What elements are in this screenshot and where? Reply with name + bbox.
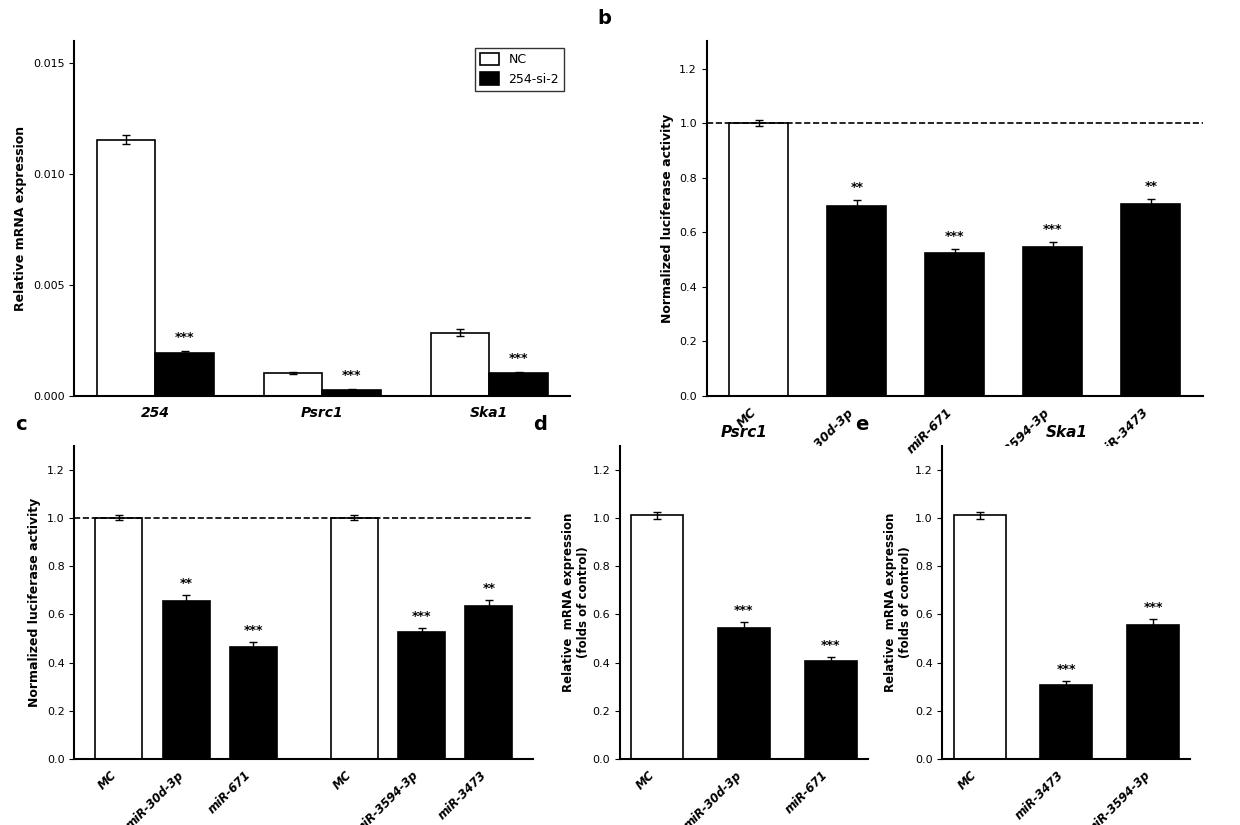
- Text: ***: ***: [342, 370, 361, 383]
- Bar: [718, 628, 770, 759]
- Bar: [398, 633, 445, 759]
- Text: **: **: [1145, 180, 1157, 193]
- Bar: [729, 123, 789, 396]
- Bar: [490, 373, 548, 396]
- Bar: [1121, 204, 1180, 396]
- Bar: [322, 389, 381, 396]
- Y-axis label: Relative  mRNA expression
(folds of control): Relative mRNA expression (folds of contr…: [884, 512, 913, 692]
- Text: ***: ***: [945, 230, 965, 243]
- Text: e: e: [856, 415, 869, 434]
- Bar: [229, 647, 277, 759]
- Bar: [432, 332, 490, 396]
- Bar: [162, 601, 210, 759]
- Text: ***: ***: [175, 332, 195, 344]
- Text: ***: ***: [734, 604, 754, 617]
- Y-axis label: Relative mRNA expression: Relative mRNA expression: [15, 126, 27, 311]
- Text: ***: ***: [243, 625, 263, 637]
- Text: **: **: [851, 181, 863, 194]
- Bar: [827, 206, 887, 396]
- Text: ***: ***: [412, 610, 432, 623]
- Title: Ska1: Ska1: [1045, 425, 1087, 441]
- Text: b: b: [598, 8, 611, 27]
- Text: ***: ***: [1056, 662, 1076, 676]
- Text: d: d: [533, 415, 547, 434]
- Text: ***: ***: [1143, 601, 1163, 615]
- Bar: [1023, 248, 1083, 396]
- Legend: NC, 254-si-2: NC, 254-si-2: [475, 48, 564, 91]
- Bar: [805, 662, 857, 759]
- Bar: [97, 140, 155, 396]
- Text: ***: ***: [821, 639, 841, 652]
- Bar: [954, 516, 1006, 759]
- Y-axis label: Relative  mRNA expression
(folds of control): Relative mRNA expression (folds of contr…: [562, 512, 590, 692]
- Bar: [95, 518, 143, 759]
- Bar: [155, 353, 213, 396]
- Text: **: **: [180, 578, 192, 590]
- Text: **: **: [482, 582, 495, 595]
- Bar: [465, 606, 512, 759]
- Text: c: c: [15, 415, 26, 434]
- Bar: [331, 518, 378, 759]
- Title: Psrc1: Psrc1: [720, 425, 768, 441]
- Bar: [1127, 625, 1179, 759]
- Bar: [264, 373, 322, 396]
- Bar: [1040, 686, 1092, 759]
- Y-axis label: Normalized luciferase activity: Normalized luciferase activity: [29, 497, 41, 707]
- Y-axis label: Normalized luciferase activity: Normalized luciferase activity: [661, 114, 673, 323]
- Bar: [631, 516, 683, 759]
- Text: ***: ***: [508, 352, 528, 365]
- Text: ***: ***: [1043, 224, 1063, 236]
- Bar: [925, 252, 985, 396]
